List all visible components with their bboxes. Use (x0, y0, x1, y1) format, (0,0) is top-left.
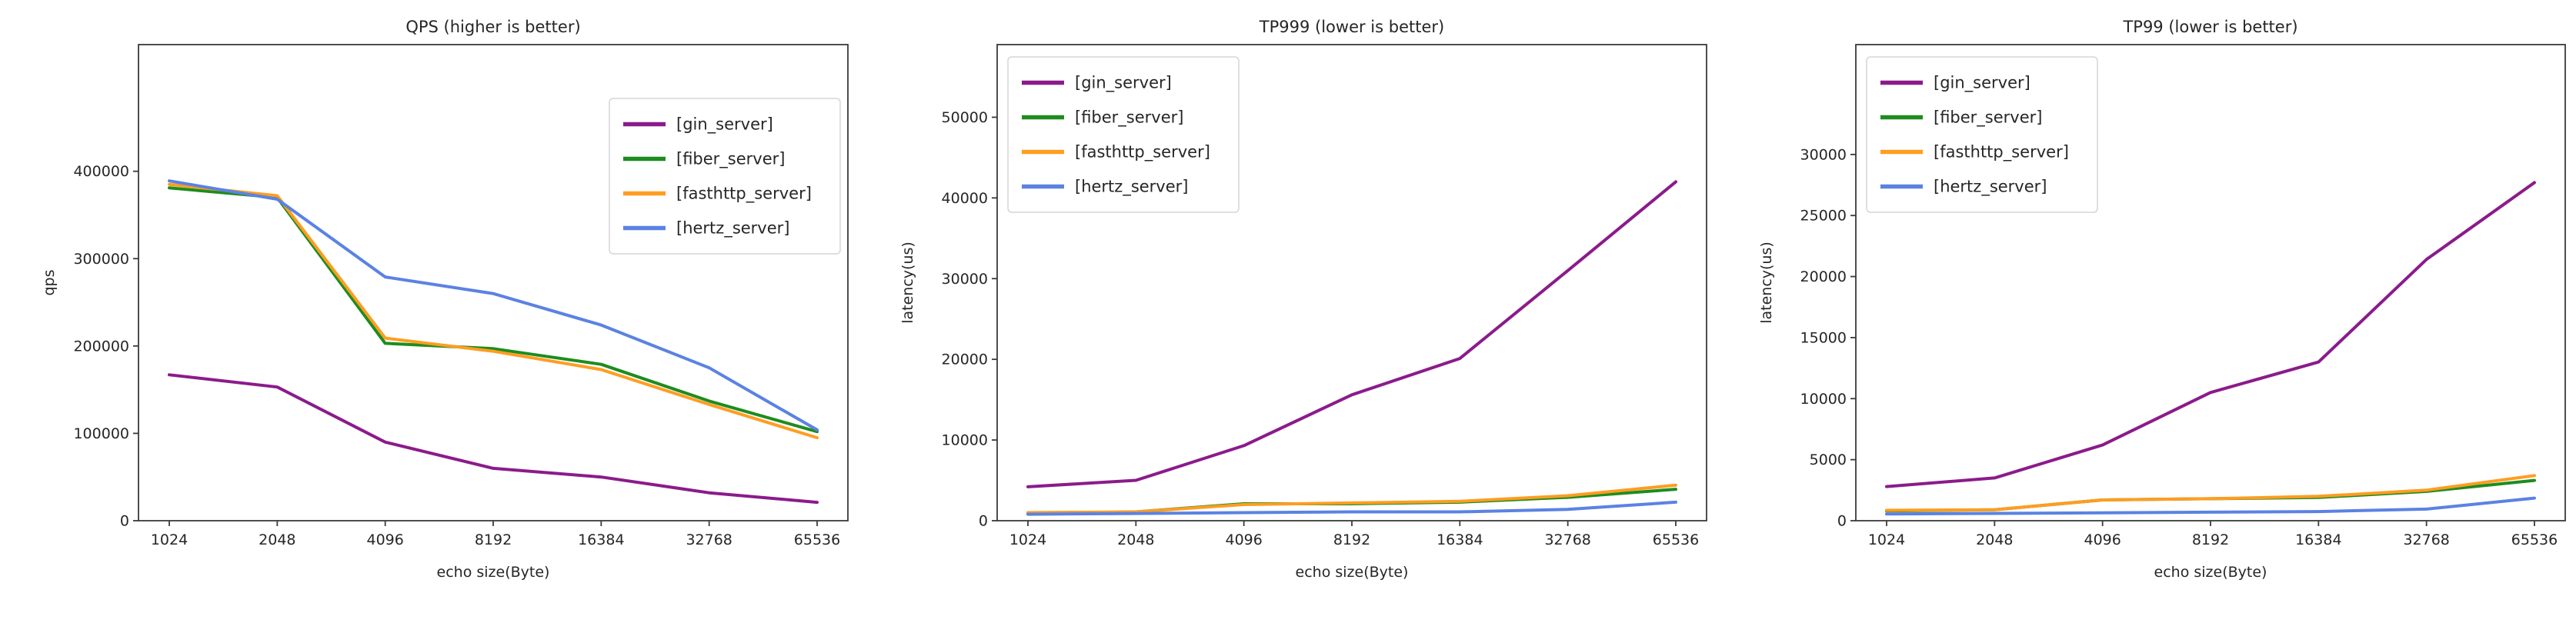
series-line-hertz_server (168, 179, 819, 431)
y-tick-label: 0 (120, 513, 129, 530)
legend-box (1007, 56, 1240, 213)
y-tick-label: 40000 (942, 190, 988, 207)
y-tick-label: 15000 (1800, 329, 1847, 346)
legend-entry: [hertz_server] (1880, 178, 2047, 197)
x-tick-label: 4096 (1225, 531, 1262, 548)
legend-label: [gin_server] (676, 115, 773, 135)
chart-tp99-canvas: TP99 (lower is better) echo size(Byte) lat… (1758, 18, 2566, 581)
legend: [gin_server] [fiber_server] [fasthttp_serv… (609, 98, 841, 255)
x-tick-label: 2048 (1117, 531, 1154, 548)
legend-label: [fiber_server] (1934, 108, 2042, 128)
legend-entry: [fiber_server] (1880, 108, 2042, 128)
series-line-fasthttp_server (1026, 483, 1677, 515)
y-tick-label: 5000 (1810, 451, 1847, 468)
x-tick-label: 2048 (1976, 531, 2013, 548)
legend-entry: [fiber_server] (1022, 108, 1183, 128)
x-tick-label: 65536 (794, 531, 840, 548)
legend-entry: [hertz_server] (1022, 178, 1188, 197)
y-tick-label: 200000 (73, 338, 129, 355)
legend-label: [hertz_server] (1075, 178, 1188, 197)
legend-label: [gin_server] (1934, 74, 2030, 93)
y-axis-label: latency(us) (899, 242, 916, 324)
legend-entry: [gin_server] (623, 115, 773, 135)
series-line-gin_server (168, 373, 819, 505)
legend-label: [hertz_server] (1934, 178, 2047, 197)
legend-label: [fasthttp_server] (1934, 143, 2069, 162)
series-line-gin_server (1026, 180, 1677, 488)
x-tick-label: 1024 (1868, 531, 1905, 548)
x-tick-label: 8192 (2192, 531, 2229, 548)
chart-tp99: TP99 (lower is better) echo size(Byte) lat… (1717, 0, 2576, 623)
legend-label: [fiber_server] (676, 150, 785, 169)
x-tick-label: 32768 (1544, 531, 1590, 548)
legend-label: [fasthttp_server] (676, 185, 812, 204)
legend-entry: [hertz_server] (623, 219, 789, 238)
series-line-hertz_server (1026, 500, 1677, 516)
series-line-hertz_server (1885, 496, 2536, 516)
chart-tp999: TP999 (lower is better) echo size(Byte) la… (859, 0, 1717, 623)
x-tick-label: 4096 (2084, 531, 2121, 548)
x-tick-label: 65536 (2511, 531, 2558, 548)
x-tick-label: 2048 (259, 531, 295, 548)
legend-entry: [gin_server] (1022, 74, 1172, 93)
legend-entry: [fasthttp_server] (1022, 143, 1210, 162)
legend-label: [fasthttp_server] (1075, 143, 1210, 162)
y-tick-label: 50000 (942, 109, 988, 126)
x-axis-label: echo size(Byte) (1296, 564, 1409, 581)
y-tick-label: 20000 (942, 351, 988, 368)
chart-qps: QPS (higher is better) echo size(Byte) qps… (0, 0, 859, 623)
y-tick-label: 30000 (942, 271, 988, 288)
y-tick-label: 10000 (942, 432, 988, 449)
y-tick-label: 25000 (1800, 208, 1847, 225)
legend-entry: [gin_server] (1880, 74, 2030, 93)
y-tick-label: 10000 (1800, 391, 1847, 408)
x-axis-label: echo size(Byte) (437, 564, 550, 581)
series-line-fasthttp_server (168, 182, 819, 440)
x-tick-label: 16384 (578, 531, 624, 548)
legend-entry: [fiber_server] (623, 150, 785, 169)
y-axis-label: qps (41, 269, 58, 295)
legend-label: [gin_server] (1075, 74, 1172, 93)
chart-title: QPS (higher is better) (405, 18, 580, 36)
y-tick-label: 300000 (73, 251, 129, 268)
legend-box (1866, 56, 2098, 213)
x-tick-label: 1024 (151, 531, 188, 548)
y-tick-label: 400000 (73, 163, 129, 180)
x-tick-label: 32768 (2403, 531, 2449, 548)
y-tick-label: 100000 (73, 425, 129, 442)
y-tick-label: 0 (979, 513, 988, 530)
x-tick-label: 4096 (366, 531, 403, 548)
series-line-gin_server (1885, 181, 2536, 488)
legend: [gin_server] [fiber_server] [fasthttp_serv… (1866, 56, 2098, 213)
chart-title: TP999 (lower is better) (1259, 18, 1444, 36)
legend-entry: [fasthttp_server] (1880, 143, 2069, 162)
x-tick-label: 16384 (2295, 531, 2341, 548)
x-tick-label: 8192 (1333, 531, 1370, 548)
x-tick-label: 65536 (1653, 531, 1699, 548)
chart-qps-canvas: QPS (higher is better) echo size(Byte) qps… (41, 18, 849, 581)
legend: [gin_server] [fiber_server] [fasthttp_serv… (1007, 56, 1240, 213)
series-line-fiber_server (1885, 478, 2536, 513)
legend-entry: [fasthttp_server] (623, 185, 812, 204)
x-tick-label: 16384 (1436, 531, 1483, 548)
chart-tp999-canvas: TP999 (lower is better) echo size(Byte) la… (899, 18, 1707, 581)
legend-label: [fiber_server] (1075, 108, 1183, 128)
y-axis-label: latency(us) (1758, 242, 1775, 324)
chart-title: TP99 (lower is better) (2122, 18, 2297, 36)
legend-label: [hertz_server] (676, 219, 789, 238)
y-tick-label: 0 (1837, 513, 1847, 530)
y-tick-label: 30000 (1800, 146, 1847, 163)
y-tick-label: 20000 (1800, 268, 1847, 285)
x-tick-label: 8192 (475, 531, 512, 548)
x-axis-label: echo size(Byte) (2154, 564, 2267, 581)
series-line-fasthttp_server (1885, 474, 2536, 512)
x-tick-label: 1024 (1009, 531, 1046, 548)
legend-box (609, 98, 841, 255)
x-tick-label: 32768 (686, 531, 732, 548)
